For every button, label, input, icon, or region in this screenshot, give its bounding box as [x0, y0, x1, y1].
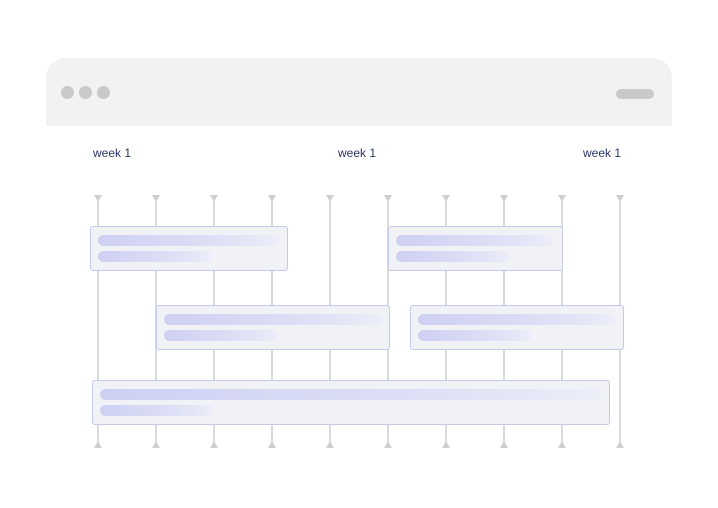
- tick-arrow-up-icon: [558, 441, 566, 448]
- tick-arrow-down-icon: [268, 195, 276, 202]
- task-bar[interactable]: [388, 226, 563, 271]
- task-subtitle-placeholder: [100, 405, 214, 416]
- tick-arrow-down-icon: [442, 195, 450, 202]
- tick-arrow-down-icon: [500, 195, 508, 202]
- tick-arrow-up-icon: [210, 441, 218, 448]
- tick-arrow-down-icon: [558, 195, 566, 202]
- task-title-placeholder: [98, 235, 280, 246]
- tick-arrow-up-icon: [94, 441, 102, 448]
- window-title-bar: [46, 58, 672, 126]
- tick-arrow-down-icon: [326, 195, 334, 202]
- task-bar[interactable]: [410, 305, 624, 350]
- week-label: week 1: [583, 146, 622, 160]
- task-title-placeholder: [100, 389, 602, 400]
- tick-arrow-down-icon: [616, 195, 624, 202]
- tick-arrow-up-icon: [616, 441, 624, 448]
- tick-arrow-up-icon: [384, 441, 392, 448]
- task-subtitle-placeholder: [164, 330, 278, 341]
- week-label: week 1: [93, 146, 132, 160]
- week-label: week 1: [338, 146, 377, 160]
- tick-arrow-down-icon: [152, 195, 160, 202]
- tick-arrow-down-icon: [384, 195, 392, 202]
- tick-arrow-up-icon: [268, 441, 276, 448]
- window-control-dot[interactable]: [79, 86, 92, 99]
- task-bar[interactable]: [156, 305, 390, 350]
- window-menu-pill[interactable]: [616, 89, 654, 99]
- task-title-placeholder: [418, 314, 616, 325]
- tick-arrow-up-icon: [500, 441, 508, 448]
- task-title-placeholder: [164, 314, 382, 325]
- task-title-placeholder: [396, 235, 554, 246]
- window-control-dot[interactable]: [97, 86, 110, 99]
- task-bar[interactable]: [92, 380, 610, 425]
- tick-arrow-down-icon: [210, 195, 218, 202]
- window-control-dot[interactable]: [61, 86, 74, 99]
- tick-arrow-up-icon: [442, 441, 450, 448]
- tick-arrow-up-icon: [326, 441, 334, 448]
- task-subtitle-placeholder: [396, 251, 510, 262]
- tick-arrow-up-icon: [152, 441, 160, 448]
- task-subtitle-placeholder: [98, 251, 212, 262]
- task-bar[interactable]: [90, 226, 288, 271]
- task-subtitle-placeholder: [418, 330, 532, 341]
- tick-arrow-down-icon: [94, 195, 102, 202]
